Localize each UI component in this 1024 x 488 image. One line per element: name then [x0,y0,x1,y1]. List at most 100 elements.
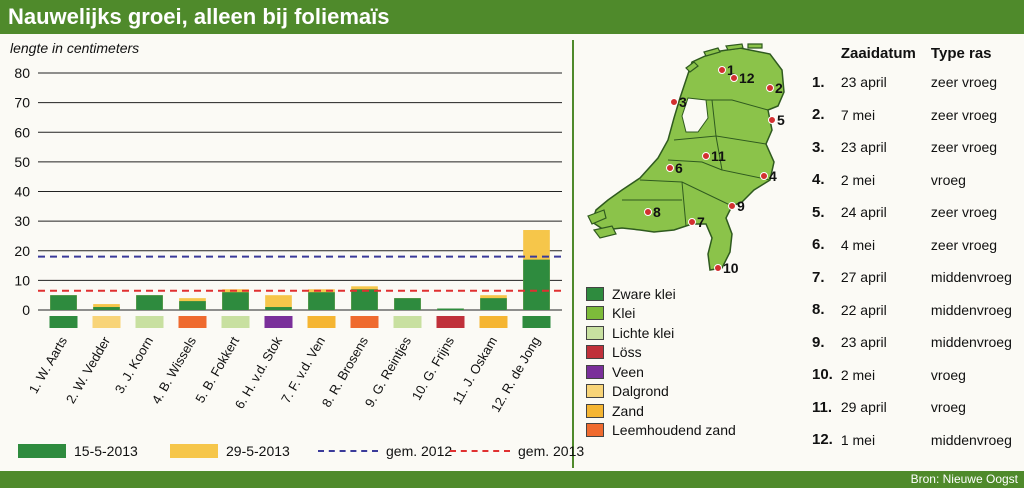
soil-label-leemhoudend-zand: Leemhoudend zand [612,422,736,439]
row-type: zeer vroeg [930,74,998,91]
map-label-7: 7 [697,214,705,230]
legend-label-gem-2013: gem. 2013 [518,443,585,459]
x-tick-label-10: 10. G. Frijns [409,334,458,403]
table-row: 1. 23 april zeer vroeg [812,66,1012,99]
soil-label-dalgrond: Dalgrond [612,383,669,400]
row-number: 5. [812,203,825,221]
soil-marker-6 [264,316,293,328]
row-number: 2. [812,106,825,124]
soil-label-veen: Veen [612,363,644,380]
table-row: 6. 4 mei zeer vroeg [812,229,1012,262]
legend-dash-gem-2012 [318,450,378,452]
soil-marker-5 [221,316,250,328]
bar-series-1-12 [523,259,550,310]
row-number: 11. [812,398,833,416]
sowing-table: Zaaidatum Type ras 1. 23 april zeer vroeg 2… [812,40,1012,456]
bar-series-1-1 [50,295,77,310]
legend-swatch-series-2 [170,444,218,458]
bar-series-1-7 [308,292,335,310]
soil-marker-4 [178,316,207,328]
soil-swatch-lichte-klei [586,325,604,340]
soil-item-loss: Löss [586,343,786,363]
row-type: middenvroeg [930,431,1012,448]
table-row: 11. 29 april vroeg [812,391,1012,424]
x-tick-label-2: 2. W. Vedder [63,333,114,406]
bar-series-1-5 [222,292,249,310]
y-tick-label-0: 0 [22,302,30,318]
row-date: 2 mei [840,171,876,188]
x-tick-label-9: 9. G. Reintjes [362,334,415,410]
map-marker-6 [666,164,674,172]
legend-gem-2012: gem. 2012 [318,440,452,462]
row-date: 23 april [840,139,887,156]
soil-item-veen: Veen [586,362,786,382]
map-label-6: 6 [675,160,683,176]
table-header-date: Zaaidatum [840,44,916,62]
chart-title: Nauwelijks groei, alleen bij foliemaïs [0,0,1024,34]
row-type: zeer vroeg [930,139,998,156]
row-number: 6. [812,236,825,254]
soil-swatch-loss [586,345,604,360]
row-date: 7 mei [840,106,876,123]
map-label-8: 8 [653,204,661,220]
row-date: 22 april [840,301,887,318]
y-tick-label-20: 20 [14,243,30,259]
soil-marker-2 [92,316,121,328]
row-date: 2 mei [840,366,876,383]
row-date: 23 april [840,334,887,351]
map-marker-1 [718,66,726,74]
soil-label-zand: Zand [612,402,644,419]
y-tick-label-40: 40 [14,184,30,200]
map-marker-9 [728,202,736,210]
x-tick-label-5: 5. B. Fokkert [192,334,242,406]
map-province-borders [622,99,771,227]
map-label-5: 5 [777,112,785,128]
legend-dash-gem-2013 [450,450,510,452]
row-date: 24 april [840,204,887,221]
soil-marker-10 [436,316,465,328]
map-marker-4 [760,172,768,180]
map-label-11: 11 [711,148,726,164]
bar-series-1-2 [93,307,120,310]
map-marker-10 [714,264,722,272]
table-row: 3. 23 april zeer vroeg [812,131,1012,164]
map-zeeland-islands [587,209,617,239]
map-label-3: 3 [679,94,687,110]
soil-item-lichte-klei: Lichte klei [586,323,786,343]
soil-marker-9 [393,316,422,328]
legend-series-1: 15-5-2013 [18,440,138,462]
row-number: 9. [812,333,825,351]
soil-item-zand: Zand [586,401,786,421]
soil-marker-1 [49,316,78,328]
soil-marker-12 [522,316,551,328]
x-tick-label-7: 7. F. v.d. Ven [278,334,328,406]
x-tick-label-11: 11. J. Oskam [449,334,500,407]
row-type: middenvroeg [930,334,1012,351]
map-label-12: 12 [739,70,755,86]
row-number: 7. [812,268,825,286]
legend-swatch-series-1 [18,444,66,458]
soil-item-dalgrond: Dalgrond [586,382,786,402]
row-type: middenvroeg [930,301,1012,318]
table-header: Zaaidatum Type ras [812,40,1012,66]
map-label-1: 1 [727,62,735,78]
map-marker-2 [766,84,774,92]
bar-series-1-6 [265,307,292,310]
soil-item-klei: Klei [586,304,786,324]
bar-series-1-10 [437,308,464,310]
soil-label-lichte-klei: Lichte klei [612,324,675,341]
row-type: zeer vroeg [930,204,998,221]
x-tick-label-4: 4. B. Wissels [149,334,200,407]
row-type: vroeg [930,366,966,383]
row-type: zeer vroeg [930,106,998,123]
table-row: 8. 22 april middenvroeg [812,294,1012,327]
soil-marker-11 [479,316,508,328]
row-date: 1 mei [840,431,876,448]
row-number: 3. [812,138,825,156]
soil-marker-3 [135,316,164,328]
soil-swatch-leemhoudend-zand [586,423,604,438]
table-row: 2. 7 mei zeer vroeg [812,99,1012,132]
table-body: 1. 23 april zeer vroeg 2. 7 mei zeer vroeg 3. 2… [812,66,1012,456]
